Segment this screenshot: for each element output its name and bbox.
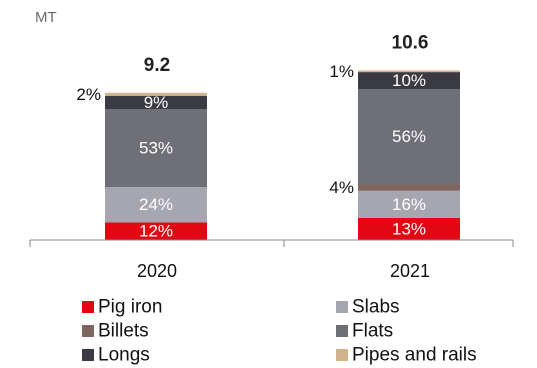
bar-segment-billets-2021: [358, 184, 460, 191]
segment-label: 56%: [392, 127, 426, 146]
segment-label: 4%: [329, 178, 354, 197]
legend-swatch: [82, 301, 94, 313]
category-label: 2020: [137, 261, 177, 281]
segment-label: 9%: [144, 93, 169, 112]
bar-segment-slabs-2021: [358, 190, 460, 218]
bar-segment-flats-2021: [358, 89, 460, 185]
legend-item-flats: Flats: [336, 321, 393, 342]
segment-label: 13%: [392, 219, 426, 238]
segment-label: 53%: [139, 139, 173, 158]
unit-label: MT: [35, 9, 57, 26]
bar-segment-slabs-2020: [105, 187, 207, 223]
legend-item-billets: Billets: [82, 321, 149, 342]
bar-segment-flats-2020: [105, 108, 207, 188]
legend-label: Pipes and rails: [352, 345, 477, 366]
legend-swatch: [82, 349, 94, 361]
legend: Pig iron Slabs Billets Flats Longs Pipes and …: [82, 297, 477, 366]
category-label: 2021: [390, 261, 430, 281]
legend-swatch: [336, 301, 348, 313]
legend-swatch: [82, 325, 94, 337]
legend-item-slabs: Slabs: [336, 297, 400, 318]
bar-segment-pipes-and-rails-2020: [105, 92, 207, 96]
legend-item-pipes-and-rails: Pipes and rails: [336, 345, 477, 366]
segment-label: 10%: [392, 71, 426, 90]
total-label: 10.6: [392, 32, 429, 53]
bar-segment-pipes-and-rails-2021: [358, 70, 460, 73]
bars-group: [105, 70, 460, 240]
segment-label: 16%: [392, 195, 426, 214]
legend-label: Flats: [352, 321, 393, 342]
legend-swatch: [336, 349, 348, 361]
bar-segment-longs-2020: [105, 95, 207, 109]
legend-swatch: [336, 325, 348, 337]
bar-segment-pig-iron-2020: [105, 222, 207, 240]
segment-label: 12%: [139, 222, 173, 241]
legend-label: Longs: [98, 345, 150, 366]
segment-label: 24%: [139, 195, 173, 214]
legend-item-longs: Longs: [82, 345, 150, 366]
total-label: 9.2: [144, 55, 170, 76]
labels-group: 12% 24% 53% 9% 2% 9.2 2020 13% 16% 4% 56% 10% 1% 10.6…: [76, 32, 430, 281]
segment-label: 2%: [76, 85, 101, 104]
legend-label: Billets: [98, 321, 149, 342]
legend-item-pig-iron: Pig iron: [82, 297, 162, 318]
legend-label: Pig iron: [98, 297, 162, 318]
segment-label: 1%: [329, 62, 354, 81]
bar-segment-longs-2021: [358, 72, 460, 90]
legend-label: Slabs: [352, 297, 400, 318]
bar-segment-pig-iron-2021: [358, 217, 460, 240]
